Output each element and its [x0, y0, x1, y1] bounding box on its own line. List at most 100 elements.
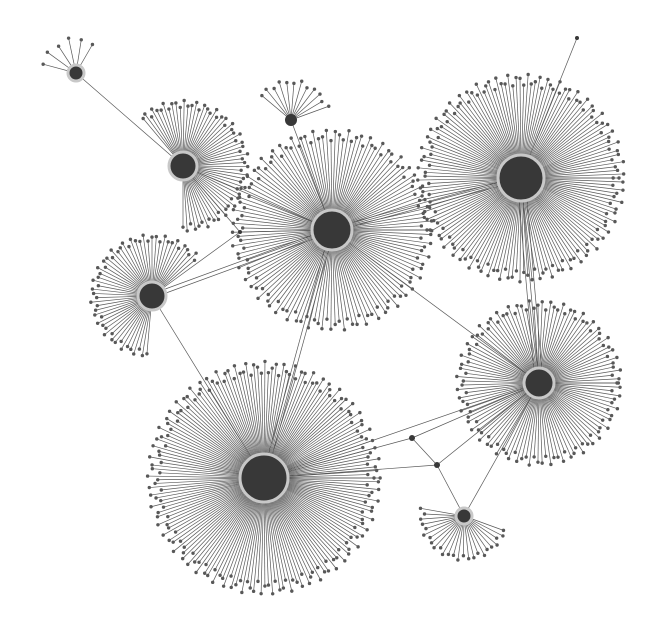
- leaf-node: [320, 100, 323, 103]
- leaf-node: [110, 332, 113, 335]
- leaf-node: [464, 257, 467, 260]
- leaf-node: [120, 347, 123, 350]
- leaf-node: [153, 482, 156, 485]
- leaf-node: [613, 220, 616, 223]
- leaf-node: [451, 254, 454, 257]
- leaf-node: [335, 556, 338, 559]
- leaf-node: [96, 322, 99, 325]
- leaf-node: [448, 235, 451, 238]
- leaf-node: [189, 222, 192, 225]
- leaf-node: [610, 414, 613, 417]
- leaf-node: [371, 506, 374, 509]
- leaf-node: [419, 507, 422, 510]
- leaf-node: [606, 427, 609, 430]
- leaf-node: [544, 267, 547, 270]
- leaf-node: [579, 260, 582, 263]
- leaf-node: [351, 323, 354, 326]
- leaf-node: [419, 276, 422, 279]
- leaf-node: [411, 287, 414, 290]
- leaf-node: [422, 533, 425, 536]
- leaf-node: [505, 452, 508, 455]
- leaf-node: [495, 452, 498, 455]
- leaf-node: [617, 377, 620, 380]
- leaf-node: [468, 352, 471, 355]
- leaf-node: [266, 299, 269, 302]
- leaf-node: [421, 190, 424, 193]
- leaf-node: [396, 165, 399, 168]
- leaf-node: [198, 381, 201, 384]
- leaf-node: [285, 318, 288, 321]
- leaf-node: [462, 379, 465, 382]
- edge: [76, 73, 183, 166]
- leaf-node: [241, 226, 244, 229]
- leaf-node: [282, 586, 285, 589]
- leaf-node: [589, 434, 592, 437]
- leaf-node: [469, 256, 472, 259]
- leaf-node: [221, 577, 224, 580]
- leaf-node: [289, 146, 292, 149]
- leaf-node: [432, 546, 435, 549]
- leaf-node: [179, 106, 182, 109]
- leaf-node: [582, 312, 585, 315]
- leaf-node: [456, 388, 459, 391]
- leaf-node: [92, 292, 95, 295]
- leaf-node: [458, 94, 461, 97]
- leaf-node: [255, 286, 258, 289]
- leaf-node: [179, 540, 182, 543]
- leaf-node: [420, 146, 423, 149]
- leaf-node: [598, 332, 601, 335]
- leaf-node: [373, 147, 376, 150]
- leaf-node: [611, 184, 614, 187]
- leaf-node: [168, 410, 171, 413]
- leaf-node: [253, 169, 256, 172]
- leaf-node: [538, 76, 541, 79]
- leaf-node: [104, 266, 107, 269]
- leaf-node: [233, 364, 236, 367]
- leaf-node: [452, 554, 455, 557]
- leaf-node: [157, 426, 160, 429]
- leaf-node: [95, 296, 98, 299]
- leaf-node: [206, 107, 209, 110]
- leaf-node: [361, 446, 364, 449]
- leaf-node: [301, 585, 304, 588]
- leaf-node: [277, 80, 280, 83]
- leaf-node: [451, 243, 454, 246]
- leaf-node: [176, 411, 179, 414]
- leaf-node: [416, 256, 419, 259]
- leaf-node: [464, 372, 467, 375]
- leaf-node: [486, 274, 489, 277]
- leaf-node: [598, 436, 601, 439]
- leaf-node: [241, 157, 244, 160]
- leaf-node: [141, 117, 144, 120]
- leaf-node: [360, 419, 363, 422]
- leaf-node: [419, 186, 422, 189]
- leaf-node: [334, 130, 337, 133]
- leaf-node: [100, 315, 103, 318]
- leaf-node: [294, 364, 297, 367]
- leaf-node: [515, 304, 518, 307]
- leaf-node: [282, 363, 285, 366]
- leaf-node: [340, 397, 343, 400]
- leaf-node: [460, 363, 463, 366]
- leaf-node: [607, 136, 610, 139]
- leaf-node: [456, 558, 459, 561]
- leaf-node: [569, 455, 572, 458]
- leaf-node: [499, 82, 502, 85]
- leaf-node: [404, 294, 407, 297]
- hub-node: [138, 282, 166, 310]
- leaf-node: [429, 233, 432, 236]
- leaf-node: [224, 117, 227, 120]
- leaf-node: [242, 246, 245, 249]
- leaf-node: [561, 268, 564, 271]
- leaf-node: [294, 310, 297, 313]
- leaf-node: [212, 218, 215, 221]
- leaf-node: [465, 391, 468, 394]
- leaf-node: [220, 115, 223, 118]
- leaf-node: [347, 552, 350, 555]
- leaf-node: [111, 256, 114, 259]
- leaf-node: [233, 204, 236, 207]
- leaf-node: [538, 277, 541, 280]
- leaf-node: [267, 583, 270, 586]
- leaf-node: [246, 580, 249, 583]
- leaf-node: [46, 51, 49, 54]
